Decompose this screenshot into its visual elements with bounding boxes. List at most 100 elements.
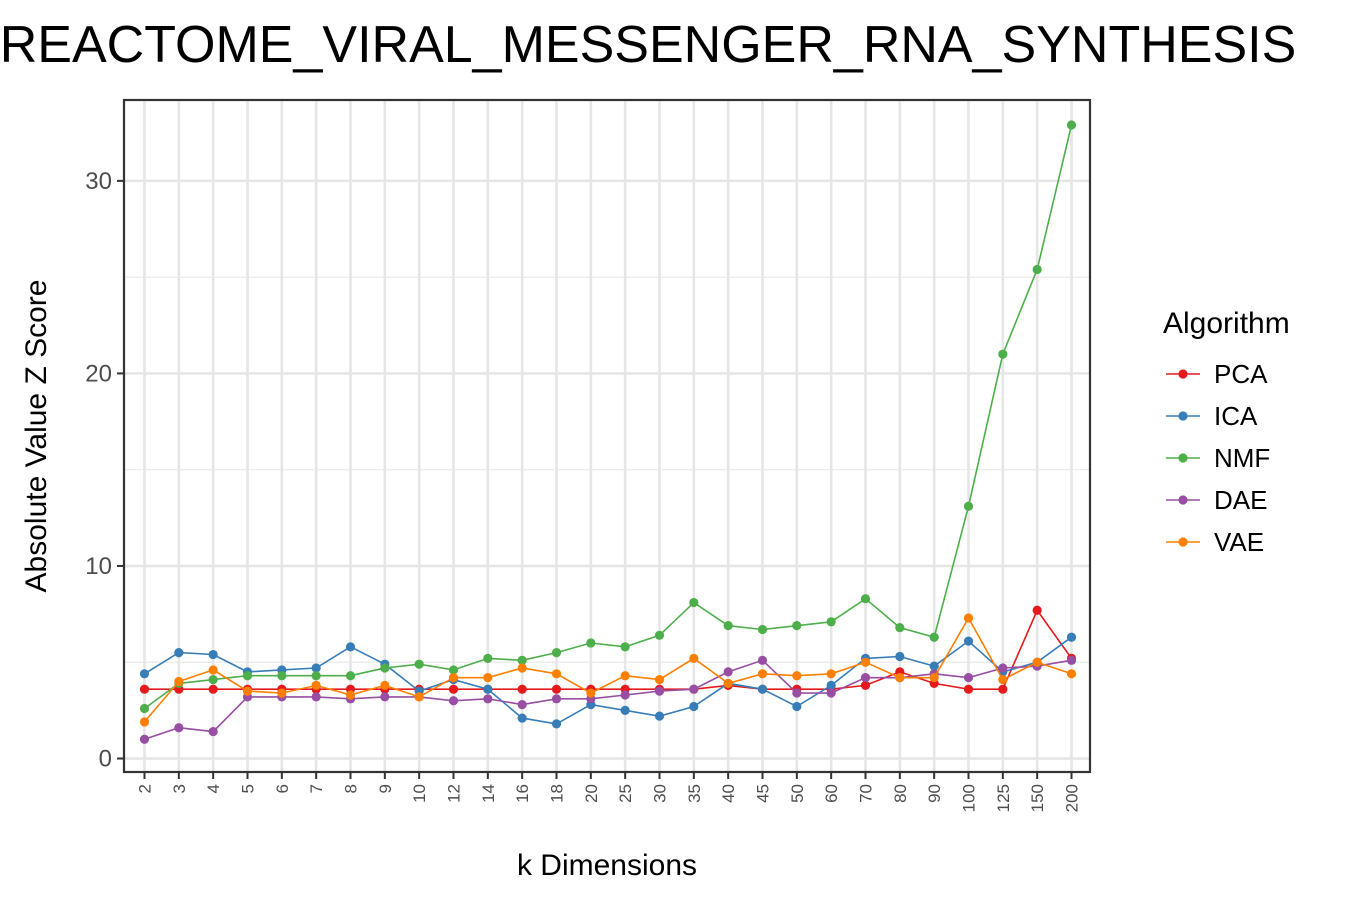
legend-item-ica: ICA — [1166, 401, 1258, 431]
data-point-nmf — [277, 671, 287, 681]
series-layer — [139, 120, 1077, 744]
data-point-pca — [998, 684, 1008, 694]
data-point-dae — [998, 663, 1008, 673]
series-line-ica — [144, 636, 1072, 725]
data-point-pca — [448, 684, 459, 694]
y-tick-label: 20 — [85, 360, 112, 387]
data-point-vae — [345, 690, 356, 700]
x-tick-label: 50 — [788, 784, 807, 803]
x-tick-label: 4 — [204, 784, 223, 793]
legend-label: DAE — [1214, 485, 1267, 515]
data-point-nmf — [1066, 120, 1077, 130]
data-point-ica — [517, 713, 527, 723]
data-point-vae — [620, 671, 630, 681]
series-vae — [139, 613, 1077, 727]
legend-label: PCA — [1214, 359, 1268, 389]
data-point-vae — [242, 686, 253, 696]
data-point-vae — [826, 669, 836, 679]
data-point-ica — [929, 661, 939, 671]
y-tick-label: 30 — [85, 168, 112, 195]
legend-item-vae: VAE — [1166, 527, 1264, 557]
data-point-ica — [654, 711, 665, 721]
data-point-nmf — [895, 622, 905, 633]
legend: Algorithm PCA ICA NMF DAE VAE — [1163, 307, 1290, 557]
data-point-dae — [792, 688, 802, 698]
data-point-vae — [689, 653, 699, 663]
data-point-nmf — [208, 674, 218, 685]
x-axis-title: k Dimensions — [517, 849, 697, 882]
data-point-dae — [380, 692, 390, 702]
data-point-ica — [757, 684, 768, 694]
legend-label: ICA — [1214, 401, 1258, 431]
y-axis-title: Absolute Value Z Score — [20, 280, 53, 593]
data-point-nmf — [826, 617, 836, 627]
data-point-ica — [689, 701, 699, 712]
legend-key-point — [1178, 411, 1188, 421]
data-point-dae — [483, 694, 493, 704]
chart-title: REACTOME_VIRAL_MESSENGER_RNA_SYNTHESIS — [0, 16, 1296, 74]
data-point-nmf — [654, 630, 665, 640]
legend-title: Algorithm — [1163, 307, 1290, 340]
series-line-nmf — [144, 124, 1073, 710]
data-point-nmf — [345, 671, 356, 681]
data-point-nmf — [483, 653, 493, 663]
x-tick-label: 80 — [891, 784, 910, 803]
x-tick-label: 100 — [960, 784, 979, 812]
data-point-pca — [517, 684, 527, 694]
x-tick-label: 14 — [479, 784, 498, 803]
x-tick-label: 6 — [273, 784, 292, 793]
x-tick-label: 150 — [1028, 784, 1047, 812]
data-point-nmf — [551, 648, 562, 658]
data-point-nmf — [620, 642, 630, 652]
data-point-dae — [757, 655, 768, 665]
x-tick-label: 25 — [616, 784, 635, 803]
data-point-nmf — [929, 632, 939, 642]
data-point-vae — [654, 674, 665, 685]
grid-minor — [124, 276, 1090, 663]
y-axis: 0 10 20 30 — [85, 168, 124, 773]
data-point-dae — [723, 667, 733, 677]
data-point-vae — [448, 673, 459, 683]
y-tick-label: 0 — [99, 746, 112, 773]
data-point-vae — [895, 673, 905, 683]
data-point-dae — [1066, 655, 1077, 665]
data-point-nmf — [1032, 264, 1042, 275]
data-point-pca — [551, 684, 562, 694]
legend-item-nmf: NMF — [1166, 443, 1270, 473]
data-point-nmf — [586, 638, 596, 648]
series-ica — [139, 632, 1077, 729]
data-point-nmf — [517, 655, 527, 665]
x-tick-label: 9 — [376, 784, 395, 793]
x-tick-label: 18 — [548, 784, 567, 803]
data-point-dae — [448, 696, 459, 706]
data-point-nmf — [723, 621, 733, 631]
series-nmf — [139, 120, 1077, 714]
data-point-dae — [551, 694, 562, 704]
legend-label: NMF — [1214, 443, 1270, 473]
data-point-vae — [380, 680, 390, 690]
data-point-dae — [620, 690, 630, 700]
data-point-pca — [1032, 605, 1042, 615]
data-point-nmf — [448, 665, 459, 675]
x-tick-label: 30 — [651, 784, 670, 803]
legend-key-point — [1178, 453, 1188, 463]
x-axis: 2 3 4 5 6 7 8 9 10 12 14 16 18 20 25 30 35 40 45 50 60 70 80 90… — [136, 772, 1082, 812]
data-point-ica — [620, 705, 630, 715]
data-point-nmf — [998, 349, 1008, 359]
data-point-ica — [208, 649, 218, 660]
x-tick-label: 2 — [136, 784, 155, 793]
x-tick-label: 90 — [925, 784, 944, 803]
data-point-nmf — [311, 671, 321, 681]
data-point-nmf — [757, 624, 768, 635]
data-point-dae — [517, 700, 527, 710]
data-point-ica — [139, 669, 150, 679]
data-point-ica — [345, 642, 356, 652]
legend-key-point — [1178, 537, 1188, 547]
data-point-dae — [174, 723, 184, 733]
legend-item-pca: PCA — [1166, 359, 1268, 389]
data-point-pca — [139, 684, 150, 694]
data-point-vae — [723, 678, 733, 689]
data-point-ica — [551, 719, 562, 729]
x-tick-label: 125 — [994, 784, 1013, 812]
legend-key-point — [1178, 369, 1188, 379]
